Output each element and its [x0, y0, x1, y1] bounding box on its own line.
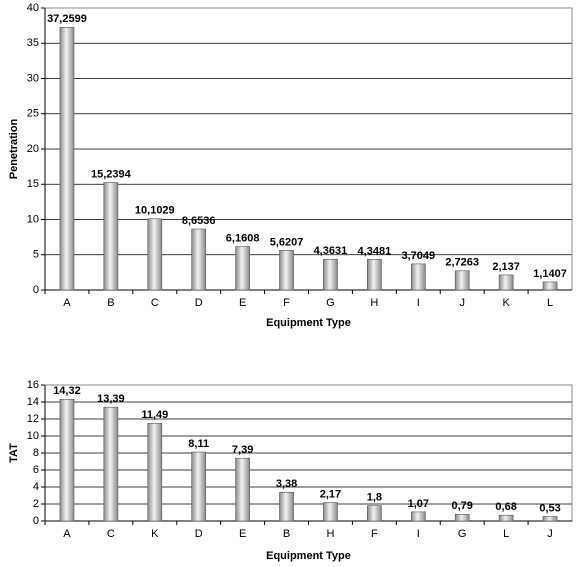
x-tick-label: E [239, 528, 246, 540]
bar [279, 250, 294, 291]
x-tick-label: A [63, 528, 71, 540]
value-label: 3,7049 [401, 250, 435, 262]
bar [454, 270, 470, 291]
y-tick-label: 15 [27, 178, 39, 190]
x-tick-label: E [239, 297, 246, 309]
value-label: 4,3631 [314, 245, 348, 257]
value-label: 13,39 [97, 393, 125, 405]
value-label: 14,32 [53, 385, 81, 397]
y-tick-label: 5 [33, 249, 39, 261]
x-tick-label: B [107, 297, 114, 309]
value-label: 3,38 [276, 478, 297, 490]
bar [235, 457, 250, 522]
bar [103, 182, 119, 291]
x-tick-label: I [417, 297, 420, 309]
y-tick-label: 0 [33, 284, 39, 296]
value-label: 11,49 [141, 409, 168, 421]
value-label: 5,6207 [270, 236, 304, 248]
y-axis-title: Penetration [8, 118, 20, 179]
bar [323, 502, 338, 522]
x-tick-label: J [547, 528, 553, 540]
bar [542, 516, 558, 522]
bar [191, 228, 207, 291]
y-tick-label: 6 [33, 464, 39, 476]
bar [410, 263, 426, 291]
y-tick-label: 16 [27, 379, 39, 391]
value-label: 8,6536 [182, 215, 216, 227]
x-tick-label: D [195, 528, 203, 540]
x-tick-label: F [371, 528, 378, 540]
value-label: 8,11 [188, 438, 209, 450]
y-tick-label: 35 [27, 37, 39, 49]
x-tick-label: A [63, 297, 71, 309]
y-tick-label: 12 [27, 413, 39, 425]
value-label: 2,7263 [445, 257, 479, 269]
y-tick-label: 40 [27, 2, 39, 14]
x-tick-label: C [151, 297, 159, 309]
bar [454, 513, 470, 522]
y-tick-label: 20 [27, 143, 39, 155]
bar [367, 505, 382, 522]
value-label: 0,79 [451, 500, 472, 512]
y-tick-label: 14 [27, 396, 39, 408]
bar [542, 281, 558, 291]
bar [59, 27, 75, 291]
value-label: 2,137 [492, 261, 520, 273]
x-tick-label: F [283, 297, 290, 309]
bar [147, 218, 163, 291]
value-label: 15,2394 [91, 168, 132, 180]
x-tick-label: L [547, 297, 553, 309]
value-label: 1,8 [367, 492, 382, 504]
value-label: 7,39 [232, 444, 253, 456]
x-tick-label: I [417, 528, 420, 540]
y-tick-label: 4 [33, 481, 39, 493]
bar [323, 258, 338, 291]
value-label: 37,2599 [47, 13, 87, 25]
value-label: 0,53 [539, 502, 560, 514]
bar [279, 491, 294, 522]
value-label: 1,07 [408, 498, 429, 510]
x-tick-label: K [151, 528, 159, 540]
y-tick-label: 10 [27, 213, 39, 225]
x-tick-label: H [370, 297, 378, 309]
x-tick-label: L [503, 528, 509, 540]
x-tick-label: D [195, 297, 203, 309]
value-label: 10,1029 [135, 205, 175, 217]
value-label: 0,68 [495, 501, 516, 513]
bar [59, 398, 75, 522]
value-label: 1,1407 [533, 268, 567, 280]
bar [367, 259, 382, 291]
y-tick-label: 2 [33, 498, 39, 510]
x-tick-label: G [458, 528, 467, 540]
x-tick-label: J [459, 297, 465, 309]
x-tick-label: C [107, 528, 115, 540]
bar [498, 274, 514, 291]
y-tick-label: 25 [27, 108, 39, 120]
x-tick-label: G [326, 297, 335, 309]
bar [191, 451, 207, 522]
y-tick-label: 0 [33, 515, 39, 527]
bar [147, 423, 163, 522]
y-tick-label: 8 [33, 447, 39, 459]
value-label: 6,1608 [226, 232, 260, 244]
bar [410, 511, 426, 522]
x-tick-label: H [326, 528, 334, 540]
bar [103, 406, 119, 522]
x-tick-label: K [502, 297, 510, 309]
value-label: 4,3481 [358, 245, 392, 257]
x-axis-title: Equipment Type [266, 317, 351, 329]
y-tick-label: 30 [27, 72, 39, 84]
bar [235, 246, 250, 291]
bar [498, 514, 514, 522]
y-tick-label: 10 [27, 430, 39, 442]
value-label: 2,17 [320, 488, 341, 500]
x-tick-label: B [283, 528, 290, 540]
y-axis-title: TAT [8, 443, 20, 463]
x-axis-title: Equipment Type [266, 550, 351, 562]
